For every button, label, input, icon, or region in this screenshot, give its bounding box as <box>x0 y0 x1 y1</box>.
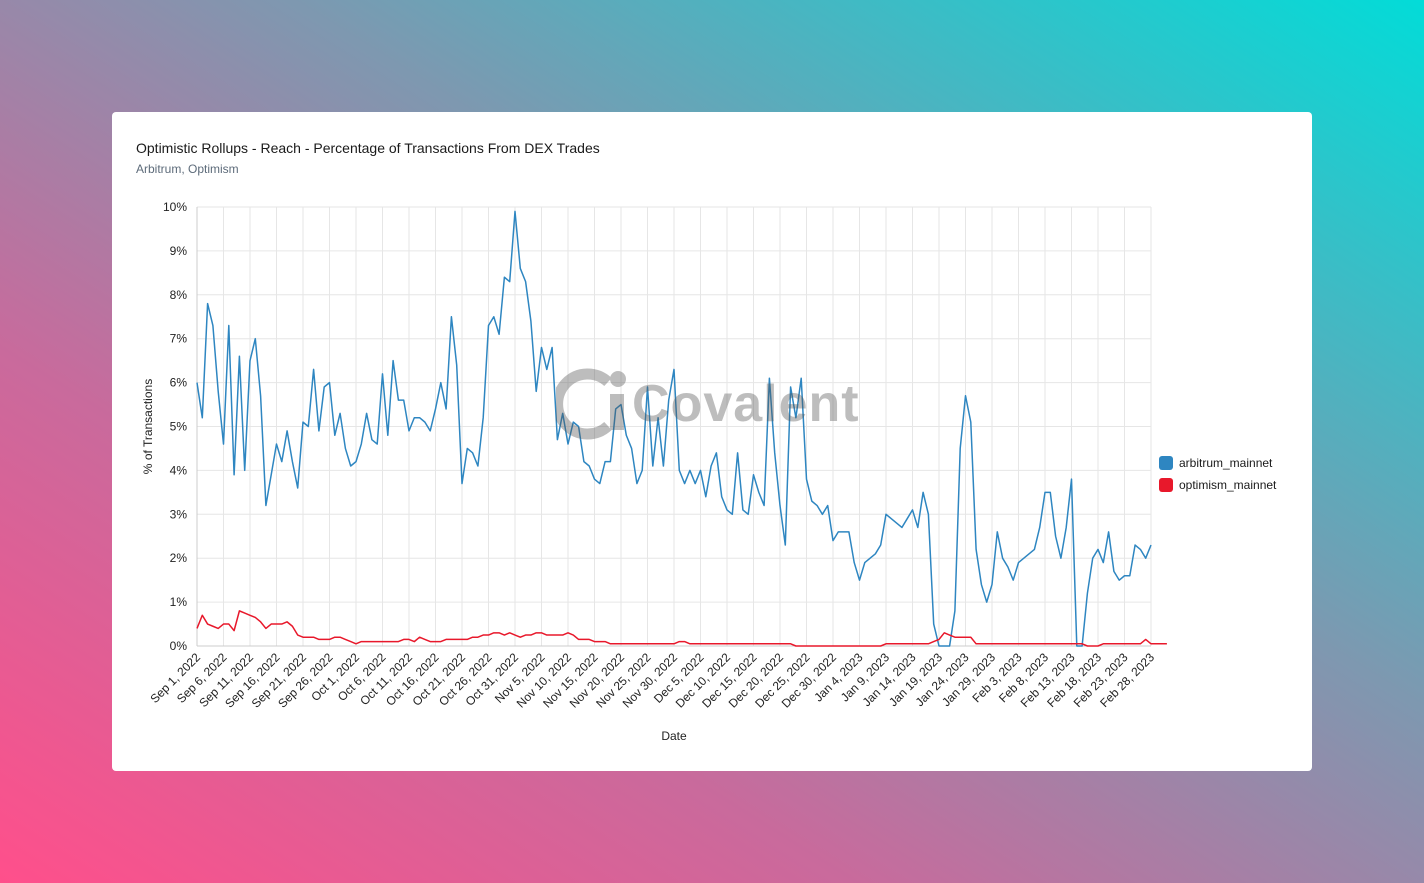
legend-swatch-arbitrum <box>1159 456 1173 470</box>
x-axis-label: Date <box>661 729 687 743</box>
y-tick-label: 6% <box>170 376 188 390</box>
y-tick-label: 2% <box>170 551 188 565</box>
chart-legend: arbitrum_mainnet optimism_mainnet <box>1159 452 1276 496</box>
legend-swatch-optimism <box>1159 478 1173 492</box>
y-tick-label: 0% <box>170 639 188 653</box>
y-axis-label: % of Transactions <box>141 379 155 474</box>
y-tick-label: 7% <box>170 332 188 346</box>
chart-title: Optimistic Rollups - Reach - Percentage … <box>136 140 600 156</box>
y-tick-label: 8% <box>170 288 188 302</box>
legend-item-arbitrum[interactable]: arbitrum_mainnet <box>1159 452 1276 474</box>
y-tick-label: 4% <box>170 463 188 477</box>
y-tick-label: 5% <box>170 420 188 434</box>
grid-lines <box>196 206 1152 647</box>
y-tick-label: 3% <box>170 507 188 521</box>
y-tick-label: 10% <box>163 200 187 214</box>
chart-card: Optimistic Rollups - Reach - Percentage … <box>112 112 1312 771</box>
legend-item-optimism[interactable]: optimism_mainnet <box>1159 474 1276 496</box>
series-line-arbitrum_mainnet <box>196 210 1152 647</box>
y-tick-label: 9% <box>170 244 188 258</box>
y-tick-label: 1% <box>170 595 188 609</box>
chart-subtitle: Arbitrum, Optimism <box>136 162 239 176</box>
y-axis-ticks: 0% 1% 2% 3% 4% 5% 6% 7% 8% 9% 10% <box>163 200 187 653</box>
legend-label-arbitrum: arbitrum_mainnet <box>1179 456 1273 470</box>
series-lines <box>196 210 1167 647</box>
series-line-optimism_mainnet <box>196 610 1167 647</box>
legend-label-optimism: optimism_mainnet <box>1179 478 1277 492</box>
